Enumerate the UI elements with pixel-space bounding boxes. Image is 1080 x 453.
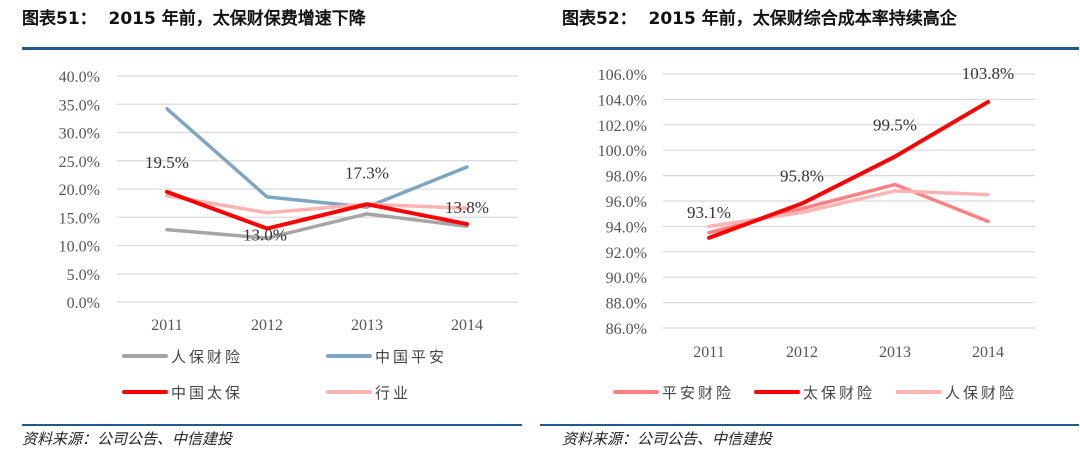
y-tick-label: 25.0% xyxy=(59,154,100,171)
right-title-text: 2015 年前，太保财综合成本率持续高企 xyxy=(648,9,957,29)
left-chart-title: 图表51： 2015 年前，太保财保费增速下降 xyxy=(22,4,366,29)
y-tick-label: 102.0% xyxy=(598,118,647,135)
legend-label: 人保财险 xyxy=(945,384,1017,402)
legend-label: 人保财险 xyxy=(171,348,243,366)
data-label: 95.8% xyxy=(780,167,824,186)
left-title-text: 2015 年前，太保财保费增速下降 xyxy=(108,9,366,29)
x-tick-label: 2014 xyxy=(972,344,1004,361)
series-line-4 xyxy=(165,194,469,215)
y-tick-label: 10.0% xyxy=(59,239,100,256)
x-tick-label: 2014 xyxy=(451,317,483,334)
x-tick-label: 2011 xyxy=(151,317,182,334)
right-line-chart: 86.0% 88.0% 90.0% 92.0% 94.0% 96.0% 98.0% 100.0… xyxy=(598,64,1035,402)
x-tick-label: 2013 xyxy=(879,344,911,361)
legend-label: 中国平安 xyxy=(375,348,447,366)
y-tick-label: 40.0% xyxy=(59,69,100,86)
y-tick-label: 5.0% xyxy=(67,267,100,284)
series-line-3 xyxy=(165,189,469,231)
x-tick-label: 2012 xyxy=(786,344,818,361)
y-tick-label: 35.0% xyxy=(59,97,100,114)
right-source-note: 资料来源：公司公告、中信建投 xyxy=(562,430,773,448)
y-tick-label: 104.0% xyxy=(598,92,647,109)
left-source-note: 资料来源：公司公告、中信建投 xyxy=(22,430,233,448)
left-line-chart: 0.0% 5.0% 10.0% 15.0% 20.0% 25.0% 30.0% 35.0% 40… xyxy=(59,69,518,402)
data-label: 17.3% xyxy=(345,163,389,182)
y-tick-label: 96.0% xyxy=(606,194,647,211)
series-line-2 xyxy=(707,99,990,240)
y-tick-label: 100.0% xyxy=(598,143,647,160)
legend-label: 行业 xyxy=(375,384,411,402)
y-tick-label: 92.0% xyxy=(606,245,647,262)
left-footer-divider xyxy=(22,424,522,426)
data-label: 13.8% xyxy=(445,198,489,217)
data-label: 13.0% xyxy=(243,226,287,245)
data-label: 99.5% xyxy=(873,116,917,135)
x-tick-label: 2013 xyxy=(351,317,383,334)
left-title-prefix: 图表51： xyxy=(22,9,97,29)
y-tick-label: 20.0% xyxy=(59,182,100,199)
x-tick-label: 2012 xyxy=(251,317,283,334)
y-tick-label: 0.0% xyxy=(67,295,100,312)
series-line-2 xyxy=(165,107,469,209)
right-footer-divider xyxy=(540,424,1079,426)
data-label: 93.1% xyxy=(687,203,731,222)
legend-label: 平安财险 xyxy=(662,384,734,402)
right-chart-title: 图表52： 2015 年前，太保财综合成本率持续高企 xyxy=(562,4,957,29)
data-label: 103.8% xyxy=(962,64,1014,83)
data-label: 19.5% xyxy=(145,153,189,172)
series-line-1 xyxy=(165,212,469,240)
legend-label: 中国太保 xyxy=(171,384,243,402)
y-tick-label: 106.0% xyxy=(598,67,647,84)
y-tick-label: 90.0% xyxy=(606,270,647,287)
x-tick-label: 2011 xyxy=(693,344,724,361)
y-tick-label: 94.0% xyxy=(606,219,647,236)
legend-label: 太保财险 xyxy=(803,384,875,402)
header-divider xyxy=(22,47,1079,50)
y-tick-label: 15.0% xyxy=(59,210,100,227)
right-title-prefix: 图表52： xyxy=(562,9,637,29)
y-tick-label: 88.0% xyxy=(606,296,647,313)
y-tick-label: 30.0% xyxy=(59,126,100,143)
y-tick-label: 98.0% xyxy=(606,169,647,186)
y-tick-label: 86.0% xyxy=(606,321,647,338)
